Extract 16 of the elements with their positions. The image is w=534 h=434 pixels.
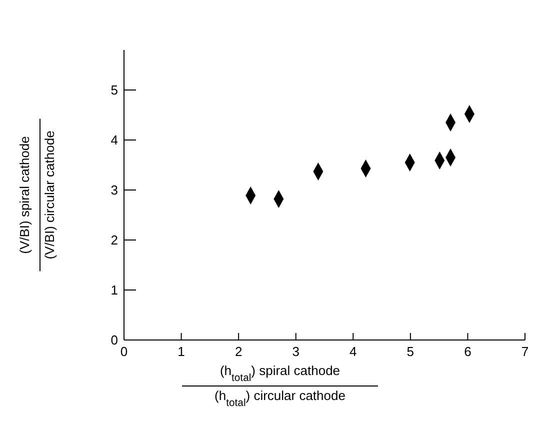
x-tick-label: 6 [464, 344, 472, 359]
y-tick-label: 0 [110, 332, 118, 348]
x-tick-label: 3 [292, 344, 300, 359]
x-tick-label: 2 [234, 344, 242, 359]
y-tick-label: 4 [110, 132, 118, 148]
x-tick-label: 7 [521, 344, 529, 359]
y-tick-label: 2 [110, 232, 118, 248]
y-tick-label: 3 [110, 182, 118, 198]
x-tick-label: 0 [120, 344, 128, 359]
y-tick-label: 5 [110, 82, 118, 98]
y-axis-title: (V/BI) spiral cathode (V/BI) circular cathode [17, 130, 57, 260]
x-tick-label: 4 [350, 344, 357, 359]
x-tick-label: 5 [406, 344, 414, 359]
x-tick-label: 1 [178, 344, 185, 359]
text: (h$_{total}$) spiral cathode (h$_{total}$) circular cathode [214, 363, 346, 408]
y-tick-label: 1 [110, 282, 118, 298]
